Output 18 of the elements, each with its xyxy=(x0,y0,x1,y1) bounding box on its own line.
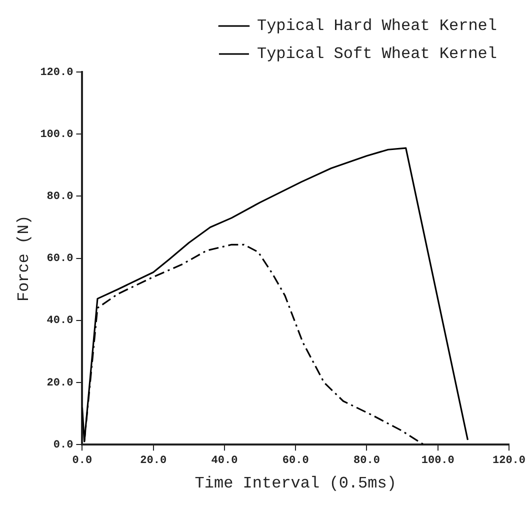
y-tick-label: 0.0 xyxy=(53,439,74,452)
y-axis-title: Force (N) xyxy=(14,215,33,302)
x-tick-label: 0.0 xyxy=(72,454,92,467)
x-tick-label: 20.0 xyxy=(140,454,167,467)
x-tick-label: 40.0 xyxy=(211,454,238,467)
y-tick-label: 40.0 xyxy=(46,315,74,328)
legend-label: Typical Soft Wheat Kernel xyxy=(256,45,498,64)
x-tick-label: 80.0 xyxy=(354,454,380,467)
y-tick-label: 120.0 xyxy=(40,66,74,79)
x-tick-label: 120.0 xyxy=(492,454,526,467)
x-axis-title: Time Interval (0.5ms) xyxy=(194,474,396,493)
legend-label: Typical Hard Wheat Kernel xyxy=(256,17,498,36)
x-tick-label: 60.0 xyxy=(282,454,309,467)
y-tick-label: 60.0 xyxy=(46,253,74,266)
y-tick-label: 100.0 xyxy=(40,128,74,141)
y-tick-label: 80.0 xyxy=(46,190,74,203)
y-tick-label: 20.0 xyxy=(46,377,74,390)
x-tick-label: 100.0 xyxy=(421,454,454,467)
